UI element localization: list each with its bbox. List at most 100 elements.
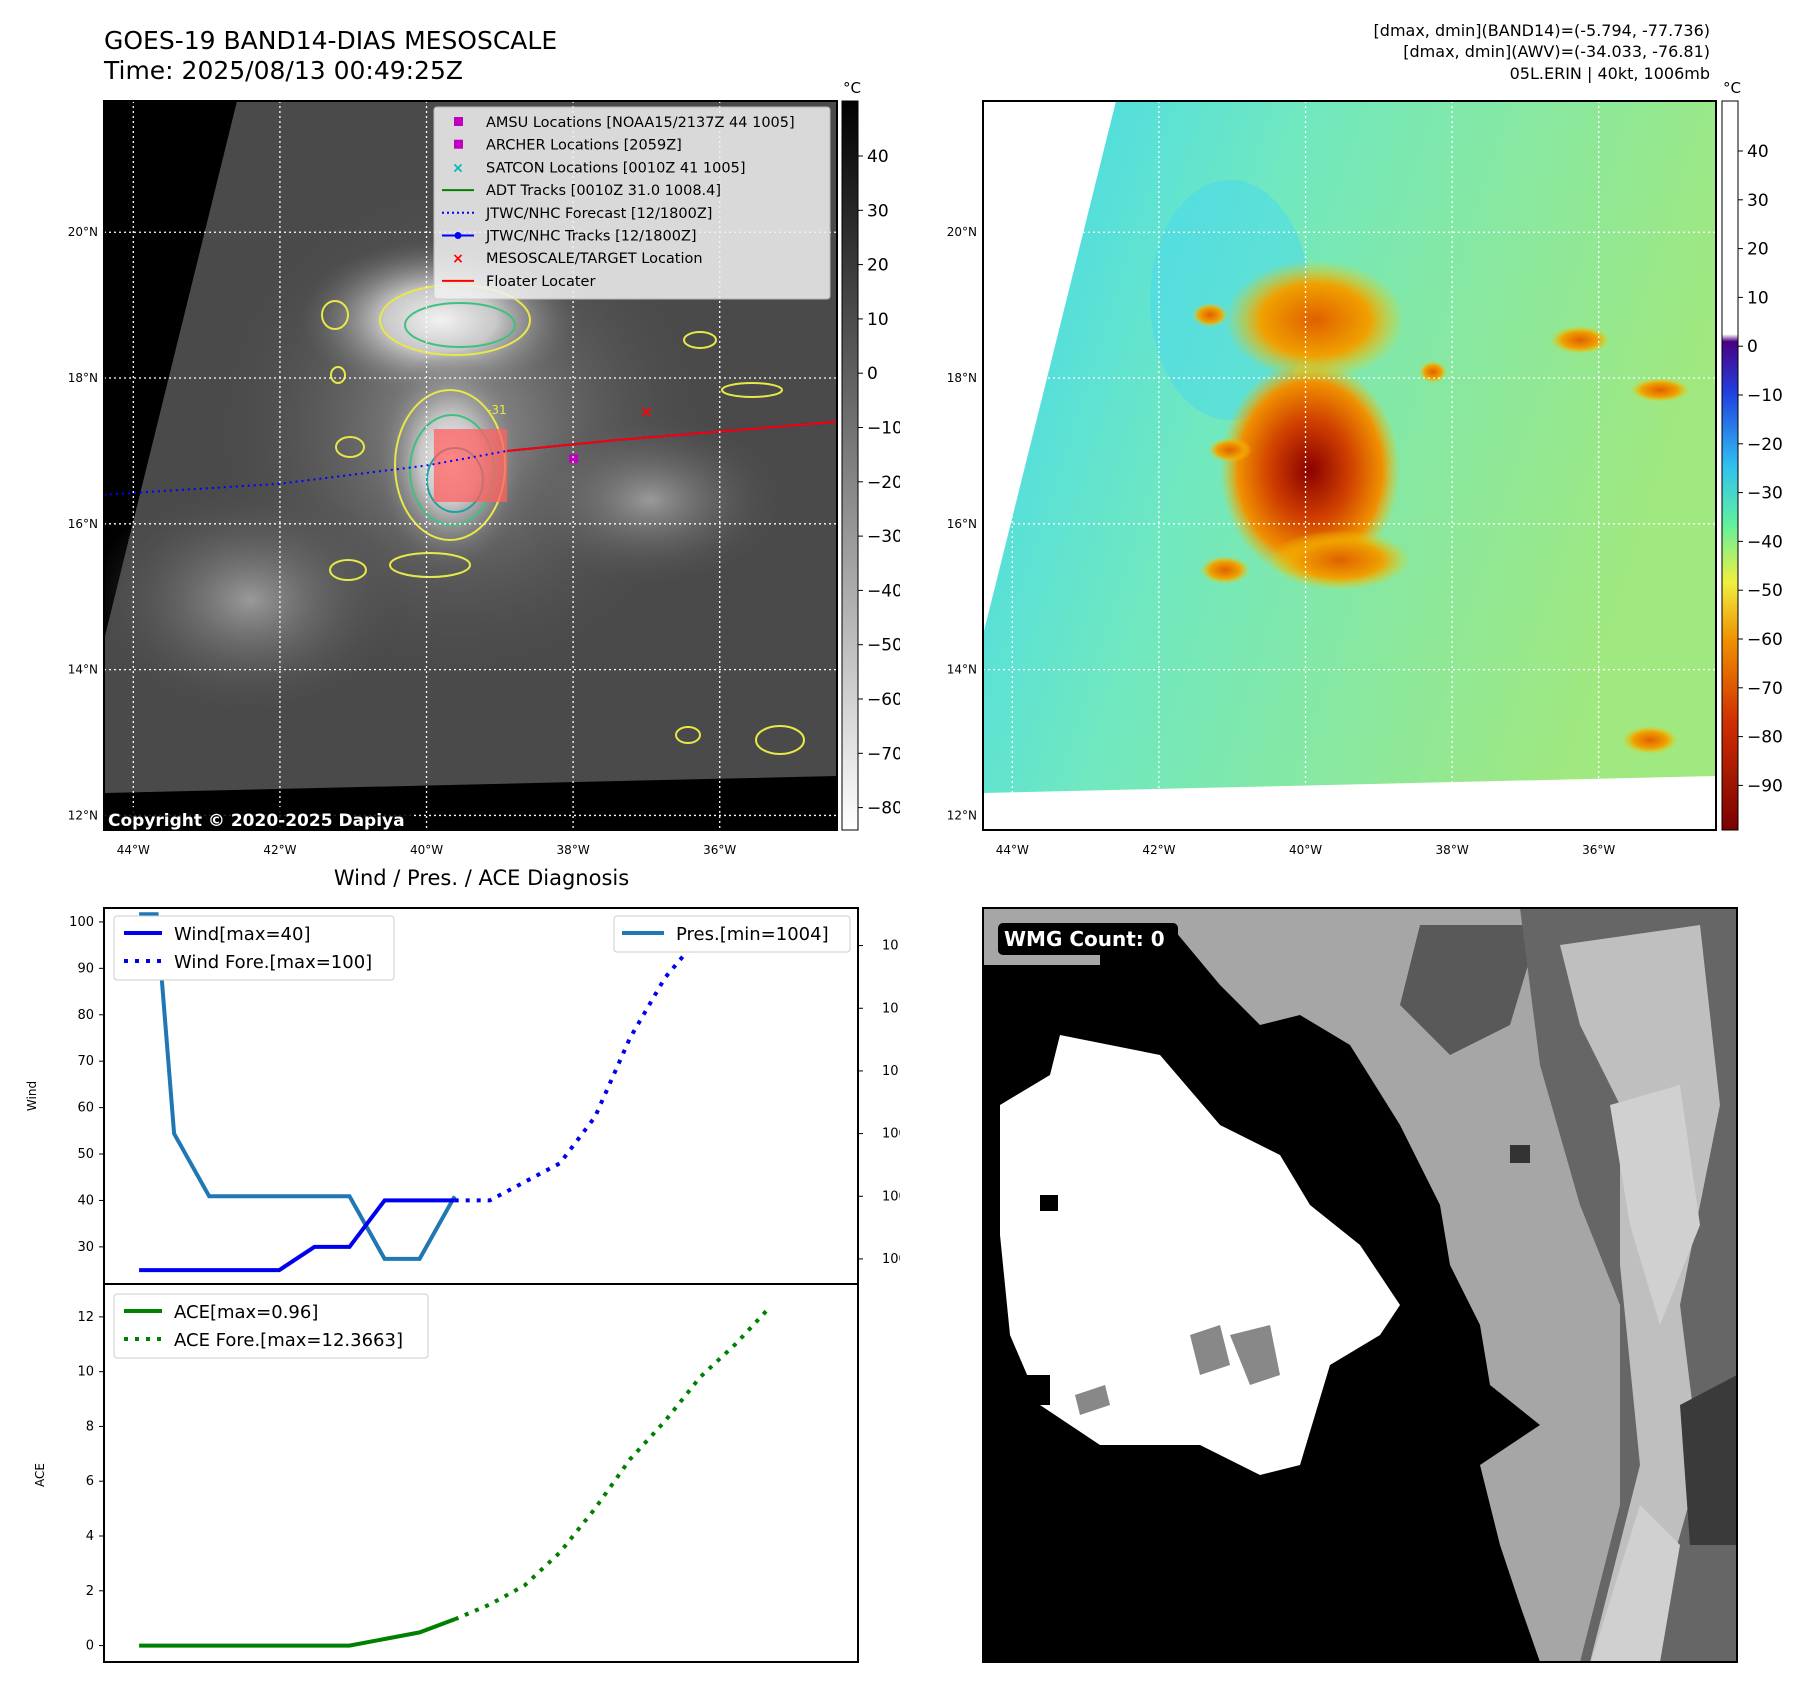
pres-ytick-label: 1004 [882, 1252, 900, 1267]
colorbar-tick-label: −80 [1747, 728, 1783, 748]
lon-tick-label: 38°W [1436, 843, 1469, 857]
ace-ytick-label: 4 [86, 1529, 94, 1544]
lat-tick-label: 18°N [68, 371, 98, 385]
legend-x-marker: × [452, 160, 464, 176]
wind-ytick-label: 100 [69, 915, 94, 930]
figure-title-line1: GOES-19 BAND14-DIAS MESOSCALE [104, 26, 558, 55]
wind-ytick-label: 80 [77, 1008, 94, 1023]
ace-forecast-legend-label: ACE Fore.[max=12.3663] [174, 1330, 403, 1351]
legend-label: JTWC/NHC Tracks [12/1800Z] [485, 229, 697, 245]
legend-label: ARCHER Locations [2059Z] [486, 138, 682, 154]
legend-square-marker [454, 139, 463, 149]
figure-title-line2: Time: 2025/08/13 00:49:25Z [104, 56, 463, 85]
ace-ytick-label: 6 [86, 1474, 94, 1489]
colorbar-tick-label: −40 [1747, 532, 1783, 552]
ace-ytick-label: 0 [86, 1639, 94, 1654]
ace-axis-label: ACE [33, 1463, 47, 1487]
wmg-panel: WMG Count: 0 [982, 907, 1738, 1663]
lon-tick-label: 36°W [703, 843, 736, 857]
colorbar-tick-label: 10 [1747, 288, 1769, 308]
lon-tick-label: 38°W [557, 843, 590, 857]
lat-tick-label: 18°N [947, 371, 977, 385]
lon-tick-label: 42°W [263, 843, 296, 857]
diagnosis-title: Wind / Pres. / ACE Diagnosis [333, 866, 630, 890]
lat-tick-label: 20°N [947, 225, 977, 239]
colorbar-tick-label: −50 [1747, 581, 1783, 601]
colorbar-tick-label: −90 [1747, 776, 1783, 796]
lon-tick-label: 44°W [996, 843, 1029, 857]
info-storm-line: 05L.ERIN | 40kt, 1006mb [1509, 64, 1710, 83]
colorbar-tick-label: −20 [1747, 435, 1783, 455]
ace-ytick-label: 8 [86, 1419, 94, 1434]
wmg-frame [982, 907, 1738, 1663]
colorbar-tick-label: −70 [1747, 679, 1783, 699]
colorbar-tick-label: −50 [867, 636, 900, 656]
colorbar-tick-label: 10 [867, 310, 889, 330]
colorbar-tick-label: −60 [1747, 630, 1783, 650]
ir-colorbar-unit: °C [843, 79, 861, 97]
legend-label: MESOSCALE/TARGET Location [486, 251, 703, 267]
lat-tick-label: 20°N [68, 225, 98, 239]
lon-tick-label: 42°W [1142, 843, 1175, 857]
awv-panel: °C 403020100−10−20−30−40−50−60−70−80−90 … [947, 79, 1783, 857]
colorbar-tick-label: −20 [867, 473, 900, 493]
lat-tick-label: 12°N [68, 808, 98, 822]
wind-ytick-label: 50 [77, 1147, 94, 1162]
target-location-marker: × [640, 402, 653, 421]
ir-axis-ticks: 44°W 42°W 40°W 38°W 36°W 20°N 18°N 16°N 14°N 12°N [68, 225, 737, 857]
ace-forecast-series-line [453, 1305, 772, 1622]
colorbar-tick-label: 40 [1747, 142, 1769, 162]
colorbar-tick-label: −70 [867, 744, 900, 764]
ir-legend [433, 106, 831, 300]
legend-square-marker [454, 117, 463, 126]
lon-tick-label: 36°W [1582, 843, 1615, 857]
legend-label: JTWC/NHC Forecast [12/1800Z] [485, 206, 712, 222]
wind-ytick-label: 90 [77, 961, 94, 976]
awv-frame [982, 100, 1717, 831]
wind-ytick-label: 70 [77, 1054, 94, 1069]
archer-location-marker [569, 454, 579, 464]
wmg-image [983, 908, 1737, 1662]
wmg-count-box [998, 923, 1178, 955]
colorbar-tick-label: −10 [867, 419, 900, 439]
contour-label: -31 [487, 403, 507, 417]
ace-ytick-label: 10 [77, 1365, 94, 1380]
legend-x-marker: × [452, 251, 464, 267]
info-band14-line: [dmax, dmin](BAND14)=(-5.794, -77.736) [1373, 21, 1710, 40]
ir-legend-items: AMSU Locations [NOAA15/2137Z 44 1005] ARC… [442, 115, 795, 290]
wind-ytick-label: 40 [77, 1193, 94, 1208]
wmg-count-label: WMG Count: 0 [1004, 927, 1165, 951]
wind-forecast-series-line [454, 919, 771, 1203]
colorbar-tick-label: −80 [867, 799, 900, 819]
legend-label: Floater Locater [486, 274, 595, 290]
wind-forecast-legend-label: Wind Fore.[max=100] [174, 952, 372, 973]
colorbar-tick-label: −60 [867, 690, 900, 710]
lon-tick-label: 44°W [117, 843, 150, 857]
pres-ytick-label: 1008 [882, 1127, 900, 1142]
awv-axis-ticks: 44°W 42°W 40°W 38°W 36°W 20°N 18°N 16°N 14°N 12°N [947, 225, 1616, 857]
wind-legend-box [113, 915, 395, 981]
copyright-box [104, 807, 414, 831]
diagnosis-plot: 1009080706050403010141012101010081006100… [25, 907, 900, 1663]
colorbar-tick-label: 30 [867, 201, 889, 221]
legend-label: SATCON Locations [0010Z 41 1005] [486, 160, 745, 176]
legend-label: ADT Tracks [0010Z 31.0 1008.4] [486, 183, 721, 199]
lat-tick-label: 12°N [947, 808, 977, 822]
lon-tick-label: 40°W [410, 843, 443, 857]
pres-legend-label: Pres.[min=1004] [676, 924, 829, 945]
pres-ytick-label: 1012 [882, 1001, 900, 1016]
copyright-text: Copyright © 2020-2025 Dapiya [108, 811, 405, 831]
awv-gridlines [983, 101, 1716, 830]
floater-box [433, 429, 508, 502]
wind-axis-label: Wind [25, 1081, 39, 1111]
ace-legend-label: ACE[max=0.96] [174, 1302, 318, 1323]
colorbar-tick-label: −30 [1747, 484, 1783, 504]
ir-colorbar-ticks: 40 30 20 10 0 −10 −20 −30 −40 −50 −60 −70 −80 [858, 147, 900, 819]
ace-ytick-label: 12 [77, 1310, 94, 1325]
ace-axes-frame [103, 1283, 859, 1663]
wind-legend-label: Wind[max=40] [174, 924, 311, 945]
lat-tick-label: 16°N [68, 517, 98, 531]
wind-series-line [139, 1198, 455, 1273]
pres-legend-box [613, 915, 851, 953]
